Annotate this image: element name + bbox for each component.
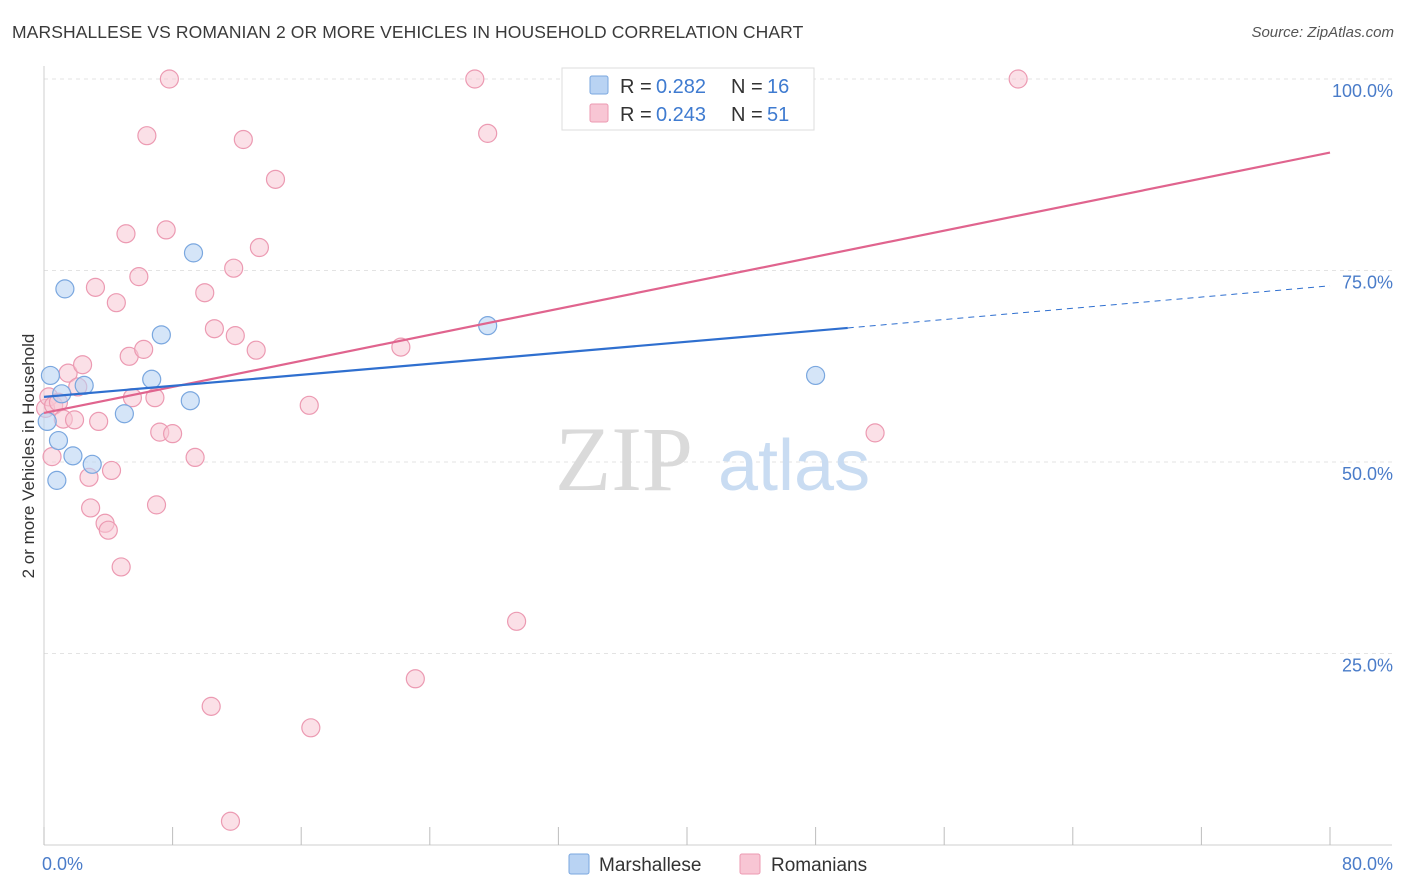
marshallese-point bbox=[114, 404, 134, 424]
marshallese-point bbox=[151, 325, 171, 345]
romanians-point bbox=[265, 169, 286, 189]
legend-r-value-1: 0.282 bbox=[656, 76, 706, 98]
stats-legend: R = 0.282 N = 16 R = 0.243 N = 51 bbox=[561, 67, 815, 131]
legend-r-value-2: 0.243 bbox=[656, 104, 706, 126]
romanians-point bbox=[233, 129, 253, 150]
romanians-point bbox=[220, 811, 241, 831]
marshallese-point bbox=[805, 365, 826, 386]
romanians-point bbox=[195, 283, 215, 303]
x-tick-label-min: 0.0% bbox=[42, 854, 83, 874]
watermark-atlas: atlas bbox=[718, 426, 870, 506]
romanians-point bbox=[185, 447, 205, 468]
marshallese-swatch bbox=[589, 75, 609, 95]
marshallese-point bbox=[82, 454, 102, 474]
romanians-point bbox=[301, 718, 321, 738]
romanians-point bbox=[64, 410, 85, 430]
romanians-point bbox=[478, 123, 498, 143]
romanians-point bbox=[201, 696, 221, 716]
marshallese-trend-line bbox=[43, 326, 848, 398]
marshallese-point bbox=[55, 279, 75, 299]
romanians-point bbox=[72, 355, 93, 375]
marshallese-point bbox=[478, 316, 498, 336]
chart-title: MARSHALLESE VS ROMANIAN 2 OR MORE VEHICL… bbox=[12, 22, 804, 42]
romanians-point bbox=[134, 339, 154, 359]
marshallese-point bbox=[180, 391, 200, 411]
romanians-point bbox=[146, 495, 167, 515]
legend-n-value-1: 16 bbox=[767, 76, 789, 98]
watermark-zip: ZIP bbox=[555, 408, 693, 510]
romanians-point bbox=[204, 319, 224, 339]
romanians-point bbox=[101, 460, 122, 481]
marshallese-trend-extension bbox=[847, 285, 1331, 329]
marshallese-point bbox=[37, 411, 57, 432]
y-tick-label: 100.0% bbox=[1332, 81, 1393, 101]
romanians-trend-line bbox=[43, 151, 1331, 415]
romanians-point bbox=[85, 277, 106, 297]
marshallese-point bbox=[74, 375, 94, 395]
bottom-legend-marshallese: Marshallese bbox=[599, 855, 701, 876]
romanians-point bbox=[865, 423, 885, 443]
marshallese-point bbox=[48, 430, 69, 451]
source-label: Source: ZipAtlas.com bbox=[1251, 24, 1394, 41]
legend-n-label-1: N = bbox=[731, 76, 763, 98]
romanians-point bbox=[246, 340, 266, 360]
y-tick-label: 50.0% bbox=[1342, 464, 1393, 484]
romanians-point bbox=[225, 326, 245, 346]
y-tick-labels: 25.0% 50.0% 75.0% 100.0% bbox=[1332, 81, 1393, 676]
legend-n-label-2: N = bbox=[731, 104, 763, 126]
romanians-point bbox=[81, 498, 101, 518]
marshallese-point bbox=[40, 365, 61, 386]
bottom-romanians-swatch bbox=[739, 853, 761, 875]
x-tick-label-max: 80.0% bbox=[1342, 854, 1393, 874]
gridlines bbox=[44, 78, 1392, 654]
romanians-point bbox=[224, 258, 244, 278]
marshallese-point bbox=[47, 470, 67, 490]
romanians-point bbox=[249, 237, 270, 258]
trend-lines bbox=[43, 151, 1331, 415]
y-axis-label: 2 or more Vehicles in Household bbox=[19, 334, 38, 579]
romanians-point bbox=[98, 520, 118, 540]
romanians-point bbox=[122, 388, 143, 408]
legend-n-value-2: 51 bbox=[767, 104, 789, 126]
romanians-points bbox=[36, 69, 1028, 831]
romanians-swatch bbox=[589, 103, 609, 123]
romanians-point bbox=[137, 126, 157, 146]
romanians-point bbox=[159, 69, 179, 89]
series-legend: Marshallese Romanians bbox=[568, 853, 867, 876]
bottom-legend-romanians: Romanians bbox=[771, 855, 867, 876]
romanians-point bbox=[156, 220, 176, 240]
romanians-point bbox=[145, 388, 165, 408]
romanians-point bbox=[163, 424, 183, 444]
romanians-point bbox=[42, 447, 62, 467]
marshallese-point bbox=[63, 446, 83, 466]
bottom-marshallese-swatch bbox=[568, 853, 590, 875]
romanians-point bbox=[129, 267, 149, 287]
y-tick-label: 25.0% bbox=[1342, 656, 1393, 676]
romanians-point bbox=[465, 69, 485, 89]
romanians-point bbox=[405, 669, 425, 689]
x-tick-labels: 0.0% 80.0% bbox=[42, 854, 1393, 874]
romanians-point bbox=[299, 395, 319, 415]
romanians-point bbox=[507, 611, 527, 631]
legend-r-label-1: R = bbox=[620, 76, 652, 98]
marshallese-point bbox=[183, 243, 204, 263]
romanians-point bbox=[116, 224, 136, 244]
romanians-point bbox=[111, 557, 131, 577]
romanians-point bbox=[89, 411, 109, 432]
y-tick-label: 75.0% bbox=[1342, 273, 1393, 293]
legend-r-label-2: R = bbox=[620, 104, 652, 126]
romanians-point bbox=[106, 293, 126, 313]
marshallese-points bbox=[37, 243, 826, 490]
marshallese-point bbox=[142, 369, 162, 389]
romanians-point bbox=[1008, 69, 1028, 89]
